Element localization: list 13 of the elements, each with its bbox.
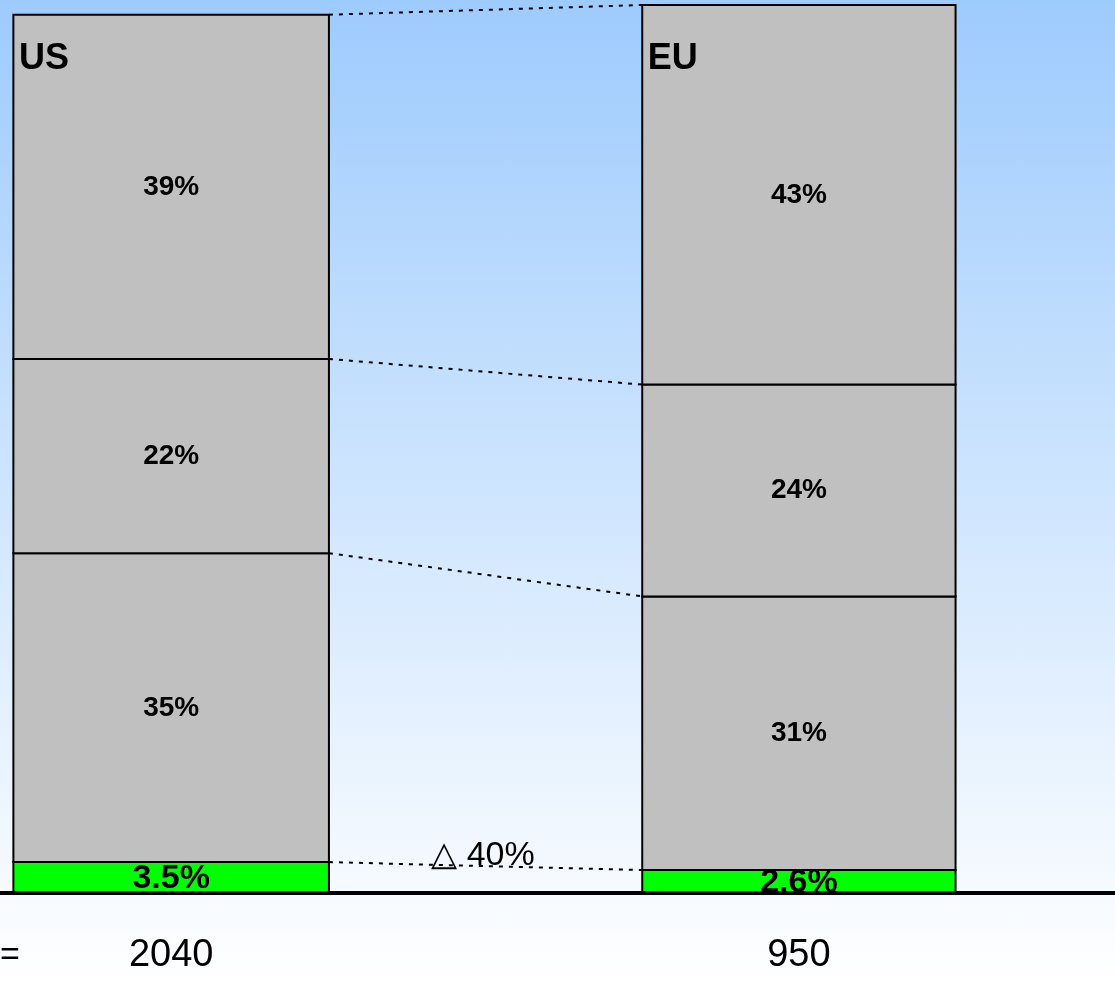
data-label: 39% [143, 169, 200, 201]
data-label: 22% [143, 439, 200, 471]
x-tick-label: EU [647, 36, 698, 77]
data-label: 35% [143, 690, 200, 722]
text: 2040 [128, 932, 214, 974]
x-tick-label: US [18, 36, 69, 77]
data-label: 24% [770, 473, 828, 505]
data-label: 43% [770, 177, 828, 209]
text: = [0, 934, 20, 972]
annotation: △ 40% [431, 834, 535, 872]
data-label: 31% [770, 716, 828, 748]
text: 950 [767, 932, 831, 974]
data-label: 3.5% [132, 856, 210, 895]
